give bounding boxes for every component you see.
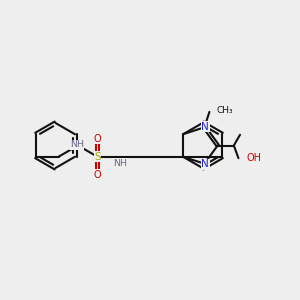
Text: O: O — [94, 134, 101, 144]
Text: S: S — [94, 152, 101, 162]
Text: O: O — [94, 170, 101, 180]
Text: N: N — [201, 159, 209, 169]
Text: NH: NH — [70, 140, 84, 149]
Text: OH: OH — [247, 153, 262, 163]
Text: NH: NH — [114, 159, 128, 168]
Text: N: N — [201, 122, 209, 132]
Text: CH₃: CH₃ — [216, 106, 232, 115]
